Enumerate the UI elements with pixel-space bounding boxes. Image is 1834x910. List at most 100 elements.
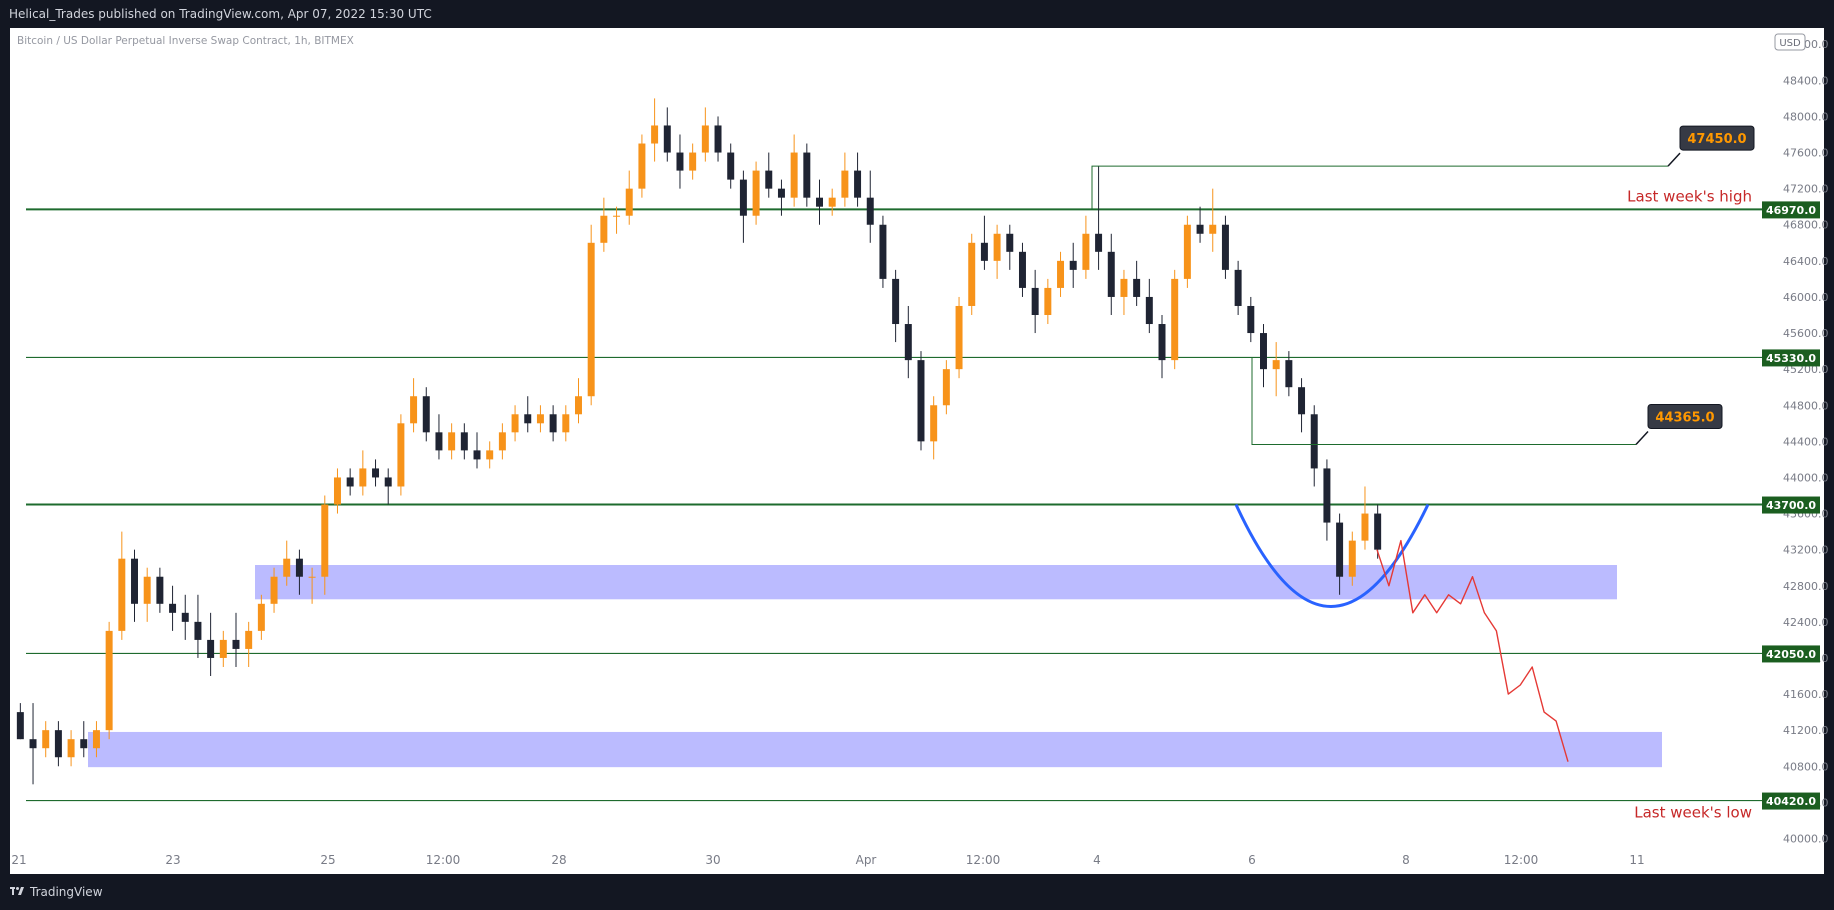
candle-body: [879, 224, 887, 279]
candle-body: [828, 197, 836, 207]
price-tag-bg: [1762, 645, 1820, 663]
candle-body: [42, 730, 50, 749]
price-level-tag[interactable]: 42050.0: [1762, 645, 1820, 663]
candle-body: [575, 396, 582, 415]
candle-body: [219, 639, 227, 658]
candle-body: [930, 405, 938, 442]
y-tick-label: 41600.0: [1783, 688, 1829, 701]
candle-body: [714, 125, 722, 153]
price-callout[interactable]: 47450.0: [1667, 125, 1755, 167]
price-tag-bg: [1762, 792, 1820, 810]
y-tick-label: 42400.0: [1783, 616, 1829, 629]
candle-body: [904, 324, 912, 361]
currency-badge[interactable]: USD: [1774, 33, 1806, 51]
candle-body: [346, 477, 354, 487]
price-level-tag[interactable]: 43700.0: [1762, 496, 1820, 514]
candle-body: [600, 215, 608, 243]
candle-body: [1247, 305, 1255, 334]
candle-body: [511, 414, 519, 433]
price-level-tag[interactable]: 40420.0: [1762, 792, 1820, 810]
candle-body: [1107, 251, 1115, 297]
price-tag-label: 46970.0: [1766, 204, 1816, 217]
candle-body: [968, 242, 976, 306]
callout-box: [1647, 404, 1723, 430]
candle-body: [1031, 287, 1039, 316]
candle-body: [1298, 387, 1306, 415]
y-tick-label: 42800.0: [1783, 580, 1829, 593]
candle-body: [486, 450, 494, 460]
candle-body: [1145, 296, 1153, 325]
candle-body: [1018, 251, 1026, 288]
chart-title: Bitcoin / US Dollar Perpetual Inverse Sw…: [17, 35, 354, 47]
price-tag-label: 40420.0: [1766, 795, 1816, 808]
candle-body: [295, 558, 303, 577]
candle-body: [80, 739, 88, 749]
candle-body: [473, 450, 481, 460]
price-tag-label: 43700.0: [1766, 499, 1816, 512]
candle-body: [308, 576, 316, 578]
candle-body: [169, 603, 177, 613]
candle-body: [993, 233, 1001, 261]
rounding-curve: [1234, 503, 1430, 608]
candle-body: [1323, 468, 1331, 523]
candle-body: [105, 630, 113, 731]
price-level-tag[interactable]: 45330.0: [1762, 349, 1820, 367]
demand-zone: [255, 564, 1617, 600]
time-axis[interactable]: 21 23 25 12:00 28 30 Apr 12:00 4 6 8 12:00 11: [11, 853, 1644, 867]
x-tick-label: 28: [551, 853, 566, 867]
candle-body: [1069, 260, 1077, 270]
x-tick-label: 21: [11, 853, 26, 867]
candle-body: [321, 504, 329, 577]
candle-body: [536, 414, 544, 424]
callout-label: 44365.0: [1655, 411, 1714, 426]
candle-body: [892, 278, 900, 325]
candle-body: [207, 639, 215, 658]
candle-body: [1057, 260, 1065, 288]
candle-body: [1120, 278, 1128, 297]
y-tick-label: 44400.0: [1783, 435, 1829, 448]
candles: [16, 98, 1382, 785]
y-tick-label: 40000.0: [1783, 832, 1829, 845]
callout-pointer: [1667, 152, 1681, 167]
callout-box: [1679, 125, 1755, 151]
candle-body: [765, 170, 773, 189]
horizontal-levels: Last week's high Last week's low: [26, 187, 1764, 822]
candle-body: [448, 432, 456, 451]
candle-body: [1006, 233, 1014, 252]
y-tick-label: 47200.0: [1783, 183, 1829, 196]
candle-body: [384, 477, 392, 487]
x-tick-label: 12:00: [966, 853, 1001, 867]
candle-body: [16, 712, 24, 740]
candle-body: [980, 242, 988, 261]
candle-body: [1336, 522, 1344, 577]
candle-body: [524, 414, 532, 424]
candle-body: [549, 414, 557, 433]
level-note: Last week's high: [1627, 187, 1752, 205]
price-tag-label: 42050.0: [1766, 648, 1816, 661]
candle-body: [816, 197, 823, 207]
y-tick-label: 46400.0: [1783, 255, 1829, 268]
price-axis[interactable]: 48800.048400.048000.047600.047200.046800…: [1762, 38, 1829, 845]
overlays: 47450.0 44365.0: [1091, 125, 1755, 762]
price-level-tag[interactable]: 46970.0: [1762, 201, 1820, 219]
candle-body: [739, 179, 747, 216]
candle-body: [854, 170, 862, 198]
price-tag-label: 45330.0: [1766, 352, 1816, 365]
candle-body: [1234, 269, 1242, 306]
candle-body: [54, 730, 62, 758]
candle-body: [232, 639, 240, 649]
x-tick-label: 23: [165, 853, 180, 867]
y-tick-label: 47600.0: [1783, 147, 1829, 160]
y-tick-label: 40800.0: [1783, 760, 1829, 773]
candle-body: [29, 739, 37, 749]
candle-body: [372, 468, 380, 478]
candle-body: [359, 468, 367, 487]
candle-body: [587, 242, 595, 397]
candle-body: [460, 432, 468, 451]
candle-body: [727, 152, 735, 180]
price-callout[interactable]: 44365.0: [1635, 404, 1723, 446]
footer-brand[interactable]: TradingView: [30, 885, 103, 899]
tradingview-logo-icon[interactable]: [10, 886, 24, 896]
candle-body: [955, 305, 963, 370]
